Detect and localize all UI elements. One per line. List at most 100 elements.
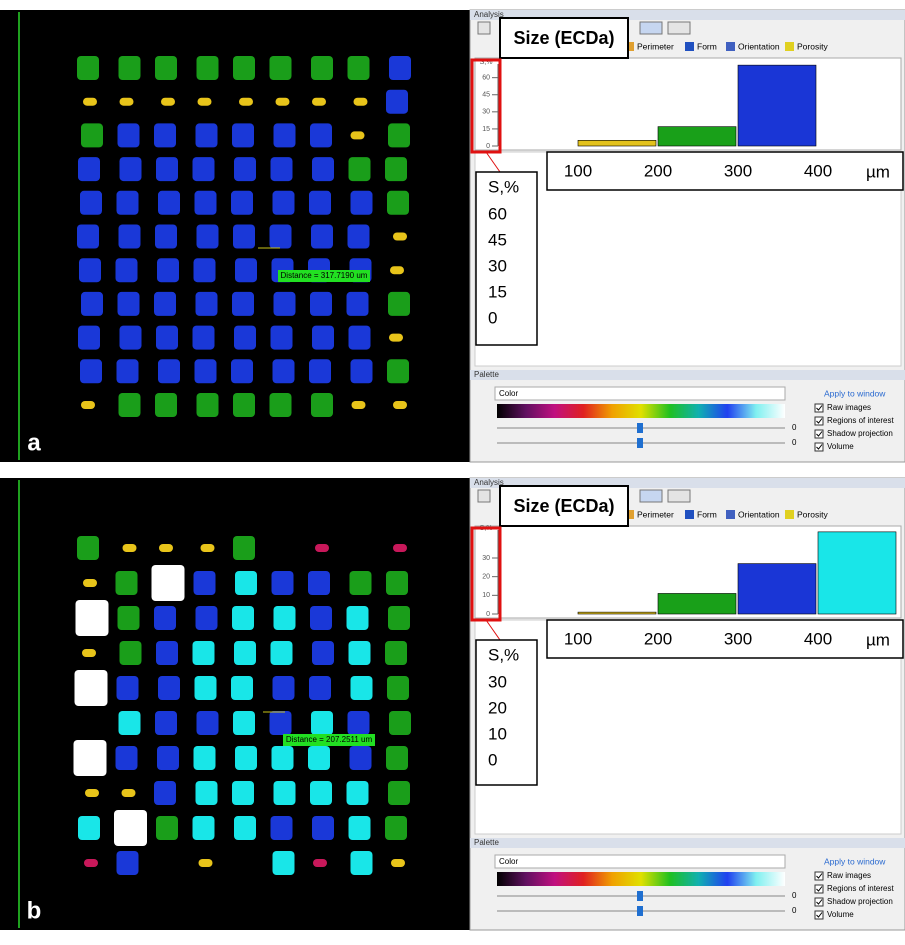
- particle: [347, 606, 369, 630]
- y-tick-label: 20: [482, 574, 490, 581]
- particle: [352, 401, 366, 409]
- particle: [274, 123, 296, 147]
- particle: [83, 579, 97, 587]
- particle: [387, 191, 409, 215]
- particle: [347, 781, 369, 805]
- particle: [235, 746, 257, 770]
- tab: Orientation: [738, 41, 780, 51]
- particle: [196, 292, 218, 316]
- slider-thumb[interactable]: [637, 906, 643, 916]
- particle: [123, 544, 137, 552]
- y-callout-label: 60: [488, 204, 507, 223]
- particle: [351, 359, 373, 383]
- particle: [155, 225, 177, 249]
- particle: [349, 641, 371, 665]
- apply-title: Apply to window: [824, 856, 886, 866]
- y-callout-label: 30: [488, 256, 507, 275]
- particle: [272, 571, 294, 595]
- particle: [197, 393, 219, 417]
- particle: [350, 746, 372, 770]
- bar: [738, 65, 816, 146]
- particle: [315, 544, 329, 552]
- y-callout-title: S,%: [488, 645, 519, 664]
- y-callout-label: 30: [488, 672, 507, 691]
- particle: [81, 292, 103, 316]
- checkbox[interactable]: [815, 443, 823, 451]
- mode-label: Color: [499, 389, 518, 398]
- particle: [386, 571, 408, 595]
- checkbox[interactable]: [815, 417, 823, 425]
- particle: [390, 266, 404, 274]
- particle: [119, 393, 141, 417]
- particle: [311, 225, 333, 249]
- checkbox[interactable]: [815, 404, 823, 412]
- particle: [386, 746, 408, 770]
- color-bar: [497, 872, 785, 886]
- particle: [347, 292, 369, 316]
- particle: [81, 123, 103, 147]
- checkbox[interactable]: [815, 885, 823, 893]
- y-tick-label: 30: [482, 109, 490, 116]
- toolbar-icon: [668, 490, 690, 502]
- particle: [272, 746, 294, 770]
- particle: [156, 641, 178, 665]
- particle: [197, 711, 219, 735]
- option-label: Volume: [827, 910, 854, 919]
- mode-dropdown[interactable]: [495, 855, 785, 868]
- option-label: Raw images: [827, 403, 871, 412]
- checkbox[interactable]: [815, 898, 823, 906]
- particle: [231, 359, 253, 383]
- palette-title-bar: [470, 838, 905, 848]
- particle: [348, 711, 370, 735]
- particle: [85, 789, 99, 797]
- slider-thumb[interactable]: [637, 438, 643, 448]
- particle: [159, 544, 173, 552]
- particle: [116, 571, 138, 595]
- slider-thumb[interactable]: [637, 423, 643, 433]
- particle: [235, 258, 257, 282]
- particle: [351, 191, 373, 215]
- particle: [311, 393, 333, 417]
- particle: [232, 606, 254, 630]
- particle: [77, 56, 99, 80]
- particle: [388, 123, 410, 147]
- checkbox[interactable]: [815, 430, 823, 438]
- toolbar-icon: [478, 22, 490, 34]
- particle: [388, 606, 410, 630]
- mode-dropdown[interactable]: [495, 387, 785, 400]
- particle: [114, 810, 147, 846]
- particle: [350, 571, 372, 595]
- particle: [233, 711, 255, 735]
- particle: [197, 225, 219, 249]
- particle: [196, 781, 218, 805]
- particle: [389, 711, 411, 735]
- particle: [119, 56, 141, 80]
- particle: [273, 851, 295, 875]
- color-bar: [497, 404, 785, 418]
- y-callout-label: 0: [488, 308, 497, 327]
- particle: [83, 98, 97, 106]
- y-tick-label: 0: [486, 143, 490, 150]
- checkbox[interactable]: [815, 911, 823, 919]
- particle: [309, 359, 331, 383]
- slider-value: 0: [792, 906, 797, 915]
- particle: [196, 123, 218, 147]
- particle: [194, 746, 216, 770]
- checkbox[interactable]: [815, 872, 823, 880]
- x-callout-label: 400: [804, 629, 832, 648]
- y-callout-label: 15: [488, 282, 507, 301]
- x-callout-label: 200: [644, 629, 672, 648]
- particle: [118, 292, 140, 316]
- particle: [158, 676, 180, 700]
- particle: [271, 157, 293, 181]
- particle: [122, 789, 136, 797]
- tab-icon: [685, 510, 694, 519]
- slider-thumb[interactable]: [637, 891, 643, 901]
- x-unit: µm: [866, 162, 890, 181]
- particle: [349, 816, 371, 840]
- option-label: Shadow projection: [827, 897, 893, 906]
- bar: [818, 532, 896, 614]
- particle: [312, 157, 334, 181]
- particle: [201, 544, 215, 552]
- particle: [199, 859, 213, 867]
